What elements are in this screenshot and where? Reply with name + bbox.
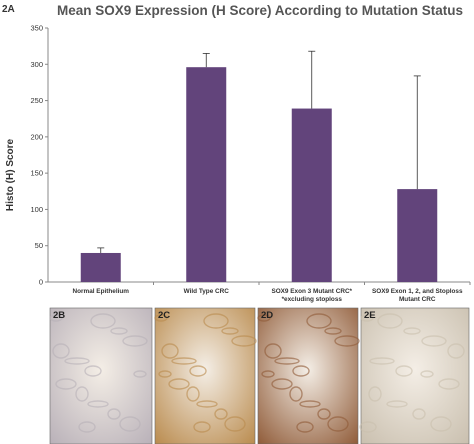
- y-tick-label: 50: [35, 241, 43, 250]
- tissue-texture: [289, 386, 303, 402]
- tissue-texture: [359, 421, 377, 433]
- tissue-texture: [231, 335, 257, 347]
- tissue-texture: [386, 400, 408, 408]
- tissue-texture: [52, 343, 70, 359]
- category-label: Wild Type CRC: [184, 288, 230, 295]
- tissue-texture: [49, 314, 63, 322]
- tissue-texture: [430, 416, 452, 432]
- tissue-texture: [203, 313, 229, 329]
- y-tick-label: 0: [39, 278, 43, 287]
- tissue-texture: [168, 378, 190, 390]
- tissue-texture: [107, 408, 121, 420]
- y-tick-label: 100: [30, 205, 43, 214]
- tissue-texture: [161, 343, 179, 359]
- micrograph-label: 2C: [158, 310, 170, 321]
- tissue-texture: [64, 357, 90, 365]
- tissue-texture: [377, 313, 403, 329]
- tissue-texture: [403, 327, 421, 335]
- tissue-texture: [296, 421, 314, 433]
- tissue-texture: [186, 386, 200, 402]
- tissue-texture: [360, 314, 374, 322]
- tissue-texture: [171, 357, 197, 365]
- tissue-texture: [133, 370, 147, 378]
- tissue-texture: [158, 370, 172, 378]
- tissue-texture: [193, 421, 211, 433]
- bar: [80, 252, 121, 282]
- y-tick-label: 250: [30, 96, 43, 105]
- tissue-texture: [122, 335, 148, 347]
- tissue-texture: [438, 378, 460, 390]
- tissue-texture: [368, 386, 382, 402]
- tissue-texture: [369, 357, 395, 365]
- panel-a-label: 2A: [2, 4, 15, 15]
- tissue-texture: [87, 400, 109, 408]
- micrograph-label: 2B: [53, 310, 65, 321]
- tissue-texture: [196, 400, 218, 408]
- tissue-texture: [334, 335, 360, 347]
- tissue-texture: [299, 400, 321, 408]
- tissue-texture: [214, 408, 228, 420]
- tissue-texture: [55, 378, 77, 390]
- tissue-texture: [317, 408, 331, 420]
- tissue-texture: [274, 357, 300, 365]
- tissue-texture: [324, 327, 342, 335]
- y-tick-label: 350: [30, 24, 43, 33]
- category-label: Mutant CRC: [399, 296, 436, 303]
- y-tick-label: 150: [30, 169, 43, 178]
- tissue-texture: [261, 370, 275, 378]
- tissue-texture: [271, 378, 293, 390]
- micrograph-label: 2E: [364, 310, 376, 321]
- tissue-texture: [119, 416, 141, 432]
- tissue-texture: [292, 365, 310, 377]
- tissue-texture: [221, 327, 239, 335]
- y-tick-label: 200: [30, 132, 43, 141]
- tissue-texture: [420, 370, 434, 378]
- tissue-texture: [154, 314, 168, 322]
- micrograph-strip: 2B 2C 2D 2E: [49, 307, 470, 444]
- tissue-texture: [224, 416, 246, 432]
- tissue-texture: [78, 421, 96, 433]
- tissue-texture: [306, 313, 332, 329]
- tissue-texture: [90, 313, 116, 329]
- micrograph-label: 2D: [261, 310, 273, 321]
- y-tick-label: 300: [30, 60, 43, 69]
- tissue-texture: [395, 365, 413, 377]
- tissue-texture: [327, 416, 349, 432]
- tissue-texture: [75, 386, 89, 402]
- category-label: SOX9 Exon 3 Mutant CRC*: [271, 288, 352, 295]
- chart-title: Mean SOX9 Expression (H Score) According…: [57, 3, 463, 18]
- tissue-texture: [257, 314, 271, 322]
- category-label: *excluding stoploss: [282, 296, 343, 303]
- category-label: SOX9 Exon 1, 2, and Stoploss: [372, 288, 463, 295]
- y-axis-label: Histo (H) Score: [5, 138, 16, 211]
- tissue-texture: [84, 365, 102, 377]
- tissue-texture: [421, 335, 447, 347]
- tissue-texture: [447, 343, 465, 359]
- tissue-texture: [110, 327, 128, 335]
- category-label: Normal Epithelium: [73, 288, 130, 295]
- bar: [186, 67, 227, 282]
- bar: [397, 189, 438, 282]
- tissue-texture: [189, 365, 207, 377]
- plot-area: 0 50 100 150 200 250 300 350 Normal Epithelium Wi…: [30, 24, 471, 303]
- tissue-texture: [412, 408, 426, 420]
- tissue-texture: [264, 343, 282, 359]
- bar: [291, 108, 332, 282]
